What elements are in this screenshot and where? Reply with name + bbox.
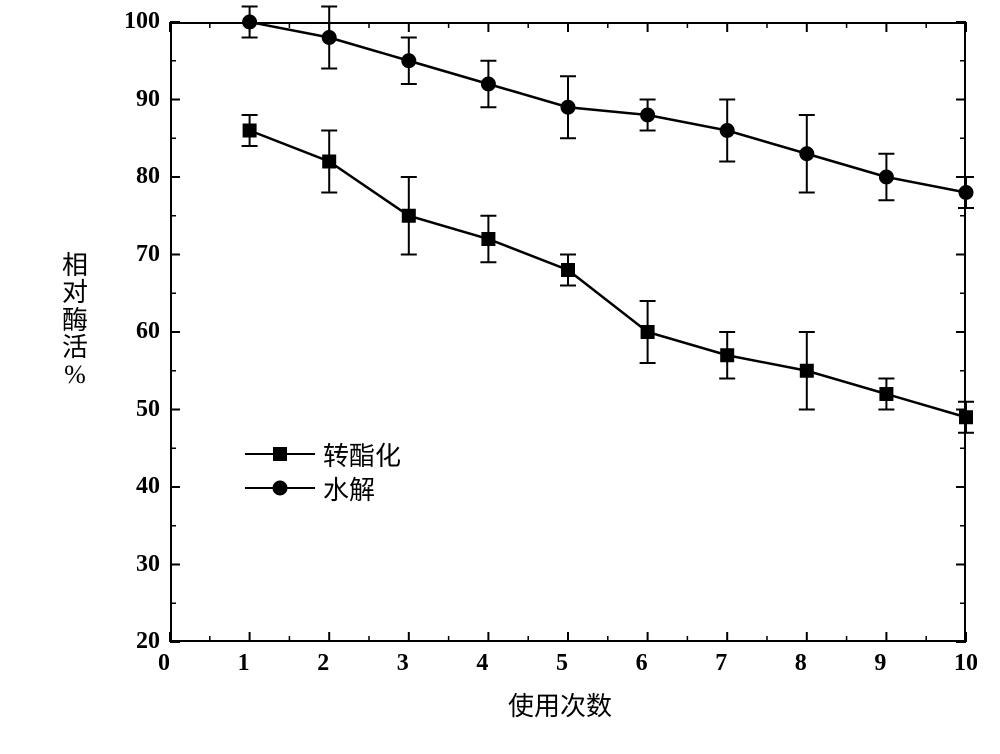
- x-tick-label: 1: [238, 650, 250, 677]
- x-tick-label: 4: [476, 650, 488, 677]
- x-tick-label: 3: [397, 650, 409, 677]
- legend-item: 水解: [245, 471, 401, 505]
- legend: 转酯化水解: [245, 437, 401, 505]
- x-tick-label: 9: [874, 650, 886, 677]
- legend-label: 水解: [323, 470, 375, 507]
- legend-swatch: [245, 437, 315, 471]
- y-axis-label: 相对酶活%: [60, 252, 90, 388]
- legend-label: 转酯化: [323, 436, 401, 473]
- square-marker-icon: [273, 447, 287, 461]
- x-tick-label: 6: [636, 650, 648, 677]
- y-tick-label: 100: [124, 8, 160, 35]
- y-tick-label: 60: [136, 318, 160, 345]
- y-axis-label-char: %: [60, 361, 90, 388]
- x-axis-label-text: 使用次数: [508, 692, 612, 721]
- x-tick-label: 8: [795, 650, 807, 677]
- y-tick-label: 50: [136, 396, 160, 423]
- x-tick-label: 5: [556, 650, 568, 677]
- x-tick-label: 10: [954, 650, 978, 677]
- y-tick-label: 30: [136, 551, 160, 578]
- circle-marker-icon: [273, 481, 288, 496]
- y-tick-label: 80: [136, 163, 160, 190]
- legend-item: 转酯化: [245, 437, 401, 471]
- y-axis-label-char: 相: [60, 252, 90, 279]
- y-tick-label: 90: [136, 86, 160, 113]
- y-axis-label-char: 酶: [60, 307, 90, 334]
- y-axis-label-char: 对: [60, 279, 90, 306]
- chart-container: 相对酶活% 使用次数 转酯化水解 01234567891020304050607…: [0, 0, 1000, 754]
- legend-swatch: [245, 471, 315, 505]
- y-tick-label: 20: [136, 628, 160, 655]
- y-tick-label: 40: [136, 473, 160, 500]
- x-tick-label: 7: [715, 650, 727, 677]
- x-tick-label: 2: [317, 650, 329, 677]
- x-axis-label: 使用次数: [508, 686, 612, 723]
- y-axis-label-char: 活: [60, 334, 90, 361]
- y-tick-label: 70: [136, 241, 160, 268]
